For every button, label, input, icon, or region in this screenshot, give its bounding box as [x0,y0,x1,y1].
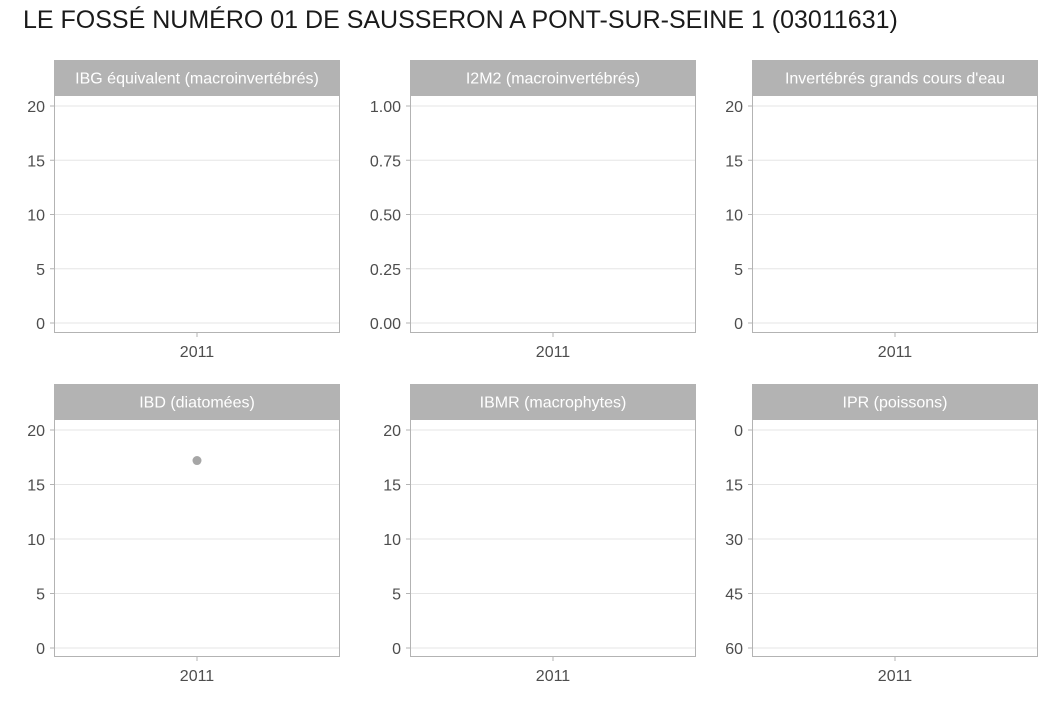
x-tick-label: 2011 [536,344,571,361]
facet-panel-3: Invertébrés grands cours d'eau 0 5 10 15 20 20… [725,60,1038,361]
y-tick-label: 5 [36,262,45,279]
panel-border [752,419,1038,657]
y-tick-label: 0.75 [370,153,401,170]
x-tick-label: 2011 [878,344,913,361]
facet-panel-5: IBMR (macrophytes) 0 5 10 15 20 2011 [383,384,696,685]
x-tick-label: 2011 [536,668,571,685]
y-tick-label: 20 [725,99,743,116]
facet-strip-title: IBD (diatomées) [139,395,255,412]
facet-panel-1: IBG équivalent (macroinvertébrés) 0 5 10 15 2… [27,60,340,361]
facet-strip [410,60,696,95]
y-tick-label: 10 [383,532,401,549]
y-tick-label: 15 [725,478,743,495]
y-tick-label: 0.25 [370,262,401,279]
y-tick-label: 20 [383,423,401,440]
facet-strip [752,60,1038,95]
panel-border [410,95,696,333]
facet-strip [54,384,340,419]
y-tick-label: 15 [725,153,743,170]
facet-panel-4: IBD (diatomées) 0 5 10 15 20 2011 [27,384,340,685]
facet-panel-2: I2M2 (macroinvertébrés) 0.00 0.25 0.50 0.75 1… [370,60,696,361]
data-point [192,456,202,466]
facet-strip [54,60,340,95]
y-tick-label: 45 [725,587,743,604]
y-tick-label: 0.50 [370,208,401,225]
y-tick-label: 60 [725,641,743,658]
x-tick-label: 2011 [180,668,215,685]
panel-border [410,419,696,657]
facet-strip-title: Invertébrés grands cours d'eau [785,71,1005,88]
y-tick-label: 15 [27,153,45,170]
y-tick-label: 5 [392,587,401,604]
facet-strip [410,384,696,419]
y-tick-label: 0 [36,316,45,333]
facet-strip [752,384,1038,419]
y-tick-label: 0 [734,423,743,440]
panel-border [752,95,1038,333]
x-tick-label: 2011 [878,668,913,685]
y-tick-label: 0 [734,316,743,333]
x-tick-label: 2011 [180,344,215,361]
y-tick-label: 5 [734,262,743,279]
y-tick-label: 15 [383,478,401,495]
y-tick-label: 0 [36,641,45,658]
y-tick-label: 10 [27,208,45,225]
page-title: LE FOSSÉ NUMÉRO 01 DE SAUSSERON A PONT-S… [23,6,898,34]
facet-strip-title: I2M2 (macroinvertébrés) [466,71,640,88]
y-tick-label: 0.00 [370,316,401,333]
panel-border [54,95,340,333]
facet-strip-title: IBMR (macrophytes) [480,395,627,412]
y-tick-label: 10 [27,532,45,549]
facet-strip-title: IBG équivalent (macroinvertébrés) [75,71,319,88]
y-tick-label: 5 [36,587,45,604]
y-tick-label: 30 [725,532,743,549]
y-tick-label: 20 [27,423,45,440]
y-tick-label: 20 [27,99,45,116]
y-tick-label: 0 [392,641,401,658]
y-tick-label: 10 [725,208,743,225]
y-tick-label: 1.00 [370,99,401,116]
facet-panel-6: IPR (poissons) 0 15 30 45 60 2011 [725,384,1038,685]
facet-strip-title: IPR (poissons) [843,395,948,412]
panel-border [54,419,340,657]
y-tick-label: 15 [27,478,45,495]
